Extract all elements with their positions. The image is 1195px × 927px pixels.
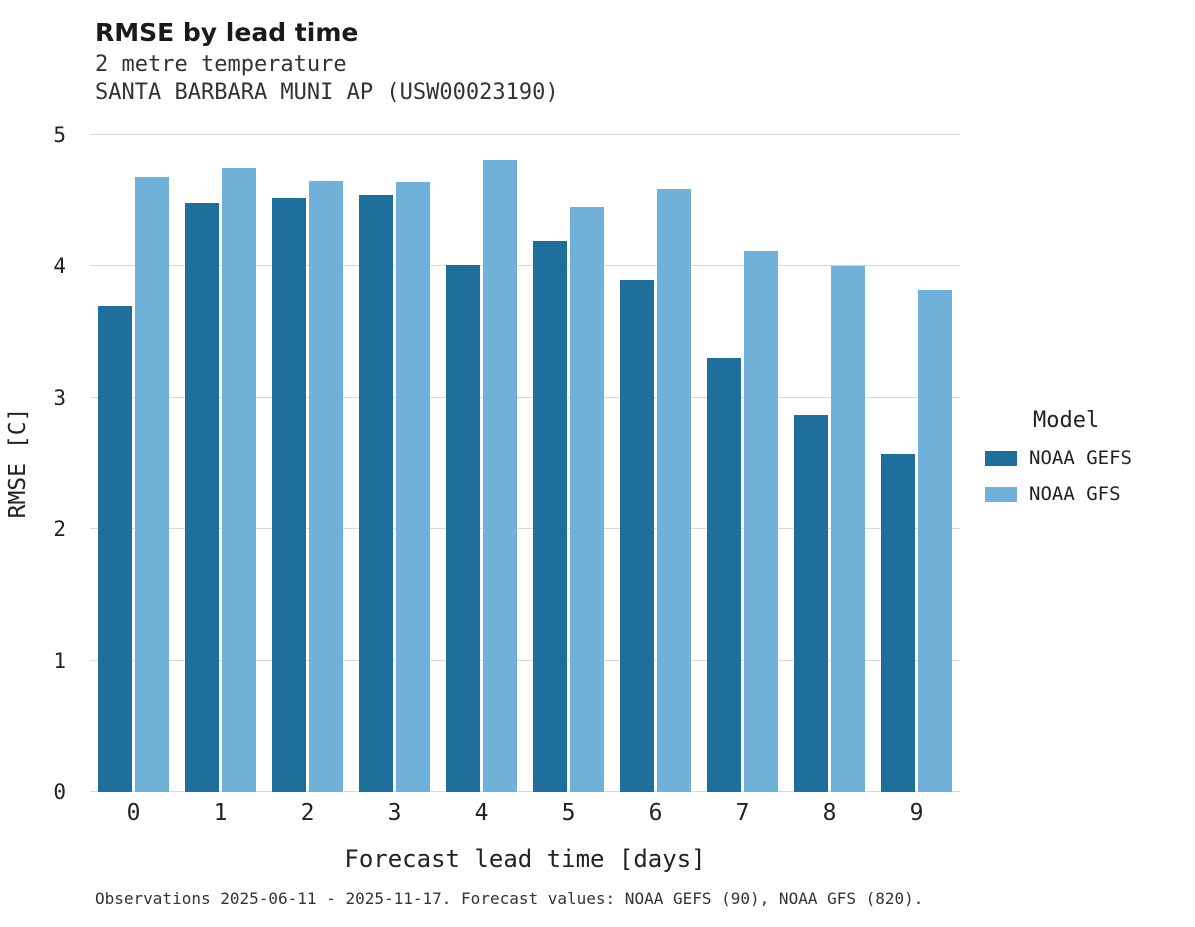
x-tick-label: 8 (822, 800, 837, 826)
bar-group (525, 135, 612, 792)
bar-group (786, 135, 873, 792)
gridline (90, 791, 960, 792)
legend-entry: NOAA GEFS (985, 447, 1185, 469)
x-axis: 0 1 2 3 4 5 6 7 8 9 (90, 800, 960, 826)
bar-noaa-gfs (309, 181, 343, 792)
x-tick-label: 3 (387, 800, 402, 826)
bar-noaa-gefs (446, 265, 480, 792)
bar-group (873, 135, 960, 792)
gridline (90, 396, 960, 398)
bar-noaa-gfs (657, 188, 691, 792)
x-axis-label: Forecast lead time [days] (344, 845, 706, 873)
x-tick-label: 9 (909, 800, 924, 826)
bar-noaa-gfs (831, 266, 865, 792)
y-tick-label: 5 (53, 123, 66, 147)
y-tick-label: 3 (53, 385, 66, 410)
bar-noaa-gefs (359, 195, 393, 792)
gridline (90, 528, 960, 530)
bar-group (612, 135, 699, 792)
x-tick-label: 4 (474, 800, 489, 826)
bar-noaa-gfs (918, 290, 952, 792)
y-tick-label: 2 (53, 517, 66, 542)
y-axis: 0 1 2 3 4 5 (0, 123, 78, 804)
x-tick-label: 5 (561, 800, 576, 826)
y-tick-label: 1 (53, 648, 66, 673)
bar-noaa-gfs (570, 207, 604, 792)
bar-noaa-gefs (881, 454, 915, 792)
x-tick-label: 6 (648, 800, 663, 826)
x-tick-label: 2 (300, 800, 315, 826)
bar-noaa-gefs (707, 358, 741, 792)
chart-title: RMSE by lead time (95, 18, 359, 47)
bar-noaa-gfs (396, 182, 430, 792)
gridline (90, 134, 960, 135)
bar-noaa-gefs (620, 279, 654, 792)
gridline (90, 265, 960, 267)
bar-noaa-gfs (483, 159, 517, 792)
legend-title: Model (1033, 408, 1100, 433)
bar-noaa-gfs (135, 177, 169, 792)
legend-entry: NOAA GFS (985, 483, 1185, 505)
legend-label: NOAA GEFS (1029, 447, 1132, 469)
chart-subtitle-variable: 2 metre temperature (95, 52, 347, 77)
bar-group (351, 135, 438, 792)
bar-noaa-gfs (744, 250, 778, 792)
gridline (90, 659, 960, 661)
plot-area (90, 134, 960, 792)
y-axis-label: RMSE [C] (5, 407, 31, 519)
bar-group (699, 135, 786, 792)
bar-noaa-gfs (222, 167, 256, 792)
bar-group (264, 135, 351, 792)
y-tick-label: 0 (53, 780, 66, 804)
bar-noaa-gefs (98, 305, 132, 792)
legend-label: NOAA GFS (1029, 483, 1121, 505)
chart-subtitle-station: SANTA BARBARA MUNI AP (USW00023190) (95, 80, 559, 105)
legend: Model NOAA GEFS NOAA GFS (985, 408, 1185, 519)
bar-noaa-gefs (272, 198, 306, 792)
legend-entries: NOAA GEFS NOAA GFS (985, 447, 1185, 505)
bar-noaa-gefs (185, 203, 219, 792)
x-tick-label: 1 (213, 800, 228, 826)
x-tick-label: 7 (735, 800, 750, 826)
y-tick-label: 4 (53, 254, 66, 279)
bar-group (177, 135, 264, 792)
bar-noaa-gefs (533, 241, 567, 792)
caption: Observations 2025-06-11 - 2025-11-17. Fo… (95, 889, 924, 908)
bar-noaa-gefs (794, 414, 828, 792)
legend-swatch (985, 486, 1017, 502)
bar-group (438, 135, 525, 792)
bars-container (90, 135, 960, 792)
bar-group (90, 135, 177, 792)
legend-swatch (985, 450, 1017, 466)
x-tick-label: 0 (126, 800, 141, 826)
